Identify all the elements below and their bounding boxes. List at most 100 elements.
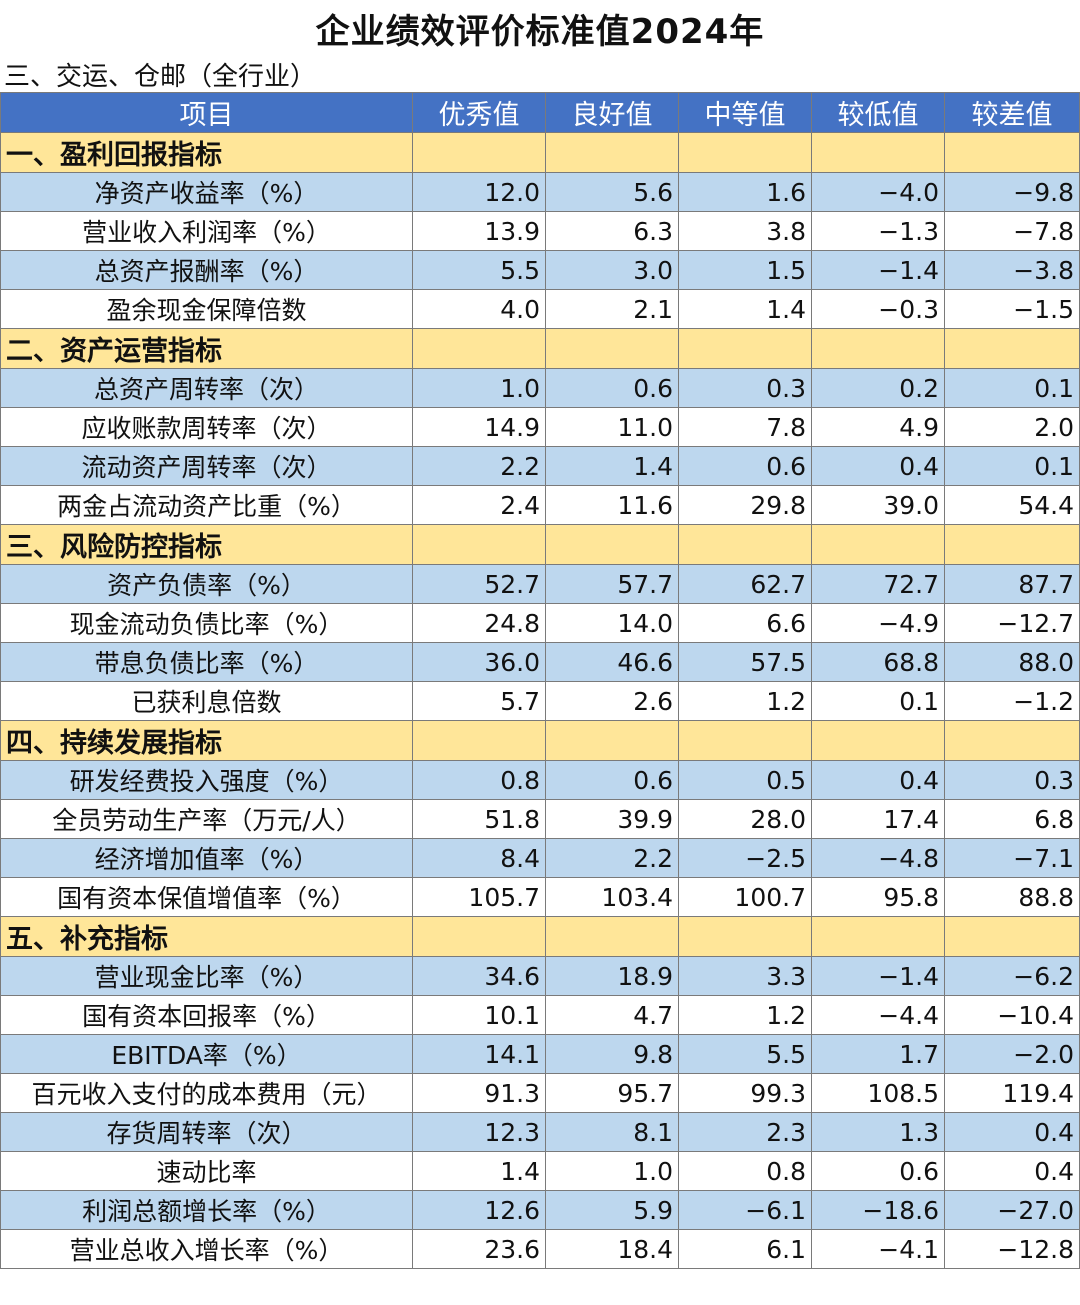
indicator-name: 两金占流动资产比重（%） <box>0 485 413 525</box>
section-empty-cell <box>678 916 812 957</box>
value-cell: −4.0 <box>811 172 945 212</box>
table-row: 百元收入支付的成本费用（元） 91.3 95.7 99.3 108.5 119.4 <box>0 1073 1080 1113</box>
value-cell: 95.8 <box>811 877 945 917</box>
section-empty-cell <box>944 916 1080 957</box>
indicator-name: 应收账款周转率（次） <box>0 407 413 447</box>
value-cell: 1.0 <box>545 1151 679 1191</box>
section-empty-cell <box>545 132 679 173</box>
value-cell: −1.3 <box>811 211 945 251</box>
indicator-name: 研发经费投入强度（%） <box>0 760 413 800</box>
value-cell: 62.7 <box>678 564 812 604</box>
value-cell: 95.7 <box>545 1073 679 1113</box>
table-row: 净资产收益率（%） 12.0 5.6 1.6 −4.0 −9.8 <box>0 172 1080 212</box>
section-empty-cell <box>545 328 679 369</box>
table-row: 营业收入利润率（%） 13.9 6.3 3.8 −1.3 −7.8 <box>0 211 1080 251</box>
section-empty-cell <box>412 524 546 565</box>
value-cell: 2.4 <box>412 485 546 525</box>
value-cell: 5.6 <box>545 172 679 212</box>
value-cell: 5.9 <box>545 1190 679 1230</box>
section-row: 五、补充指标 <box>0 916 1080 957</box>
value-cell: −27.0 <box>944 1190 1080 1230</box>
page-title: 企业绩效评价标准值2024年 <box>315 11 765 52</box>
indicator-name: 流动资产周转率（次） <box>0 446 413 486</box>
value-cell: 0.1 <box>944 368 1080 408</box>
value-cell: 28.0 <box>678 799 812 839</box>
indicator-name: 总资产报酬率（%） <box>0 250 413 290</box>
value-cell: 6.3 <box>545 211 679 251</box>
table-row: 研发经费投入强度（%） 0.8 0.6 0.5 0.4 0.3 <box>0 760 1080 800</box>
value-cell: 88.8 <box>944 877 1080 917</box>
value-cell: 0.6 <box>678 446 812 486</box>
value-cell: 57.5 <box>678 642 812 682</box>
table-row: 流动资产周转率（次） 2.2 1.4 0.6 0.4 0.1 <box>0 446 1080 486</box>
value-cell: −12.8 <box>944 1229 1080 1269</box>
indicator-name: 存货周转率（次） <box>0 1112 413 1152</box>
value-cell: 119.4 <box>944 1073 1080 1113</box>
value-cell: −4.9 <box>811 603 945 643</box>
value-cell: 0.4 <box>811 760 945 800</box>
value-cell: 14.0 <box>545 603 679 643</box>
value-cell: 4.9 <box>811 407 945 447</box>
value-cell: 1.5 <box>678 250 812 290</box>
value-cell: 1.7 <box>811 1034 945 1074</box>
value-cell: 11.6 <box>545 485 679 525</box>
table-row: 全员劳动生产率（万元/人） 51.8 39.9 28.0 17.4 6.8 <box>0 799 1080 839</box>
header-cell-low: 较低值 <box>811 92 945 133</box>
value-cell: 12.6 <box>412 1190 546 1230</box>
section-row: 四、持续发展指标 <box>0 720 1080 761</box>
table-row: 国有资本回报率（%） 10.1 4.7 1.2 −4.4 −10.4 <box>0 995 1080 1035</box>
value-cell: 0.1 <box>811 681 945 721</box>
value-cell: 0.4 <box>944 1112 1080 1152</box>
value-cell: 4.0 <box>412 289 546 329</box>
section-label: 一、盈利回报指标 <box>0 132 413 173</box>
value-cell: 2.6 <box>545 681 679 721</box>
value-cell: 46.6 <box>545 642 679 682</box>
value-cell: 0.4 <box>811 446 945 486</box>
value-cell: 13.9 <box>412 211 546 251</box>
table-row: 营业现金比率（%） 34.6 18.9 3.3 −1.4 −6.2 <box>0 956 1080 996</box>
value-cell: −6.2 <box>944 956 1080 996</box>
value-cell: 100.7 <box>678 877 812 917</box>
value-cell: 23.6 <box>412 1229 546 1269</box>
section-empty-cell <box>545 524 679 565</box>
value-cell: 1.4 <box>545 446 679 486</box>
value-cell: 0.6 <box>545 368 679 408</box>
value-cell: 18.4 <box>545 1229 679 1269</box>
value-cell: 2.2 <box>412 446 546 486</box>
value-cell: 36.0 <box>412 642 546 682</box>
indicator-name: 经济增加值率（%） <box>0 838 413 878</box>
value-cell: 1.4 <box>678 289 812 329</box>
section-empty-cell <box>412 720 546 761</box>
value-cell: 2.3 <box>678 1112 812 1152</box>
indicator-name: 净资产收益率（%） <box>0 172 413 212</box>
table-row: 应收账款周转率（次） 14.9 11.0 7.8 4.9 2.0 <box>0 407 1080 447</box>
table-row: 总资产周转率（次） 1.0 0.6 0.3 0.2 0.1 <box>0 368 1080 408</box>
table-row: 营业总收入增长率（%） 23.6 18.4 6.1 −4.1 −12.8 <box>0 1229 1080 1269</box>
header-cell-item: 项目 <box>0 92 413 133</box>
section-label: 二、资产运营指标 <box>0 328 413 369</box>
table-row: 已获利息倍数 5.7 2.6 1.2 0.1 −1.2 <box>0 681 1080 721</box>
value-cell: 17.4 <box>811 799 945 839</box>
value-cell: −1.5 <box>944 289 1080 329</box>
value-cell: 108.5 <box>811 1073 945 1113</box>
section-empty-cell <box>811 916 945 957</box>
section-empty-cell <box>811 132 945 173</box>
section-empty-cell <box>944 328 1080 369</box>
section-row: 一、盈利回报指标 <box>0 132 1080 173</box>
value-cell: 52.7 <box>412 564 546 604</box>
value-cell: 24.8 <box>412 603 546 643</box>
value-cell: −0.3 <box>811 289 945 329</box>
table-row: EBITDA率（%） 14.1 9.8 5.5 1.7 −2.0 <box>0 1034 1080 1074</box>
value-cell: 10.1 <box>412 995 546 1035</box>
section-empty-cell <box>412 328 546 369</box>
value-cell: 3.0 <box>545 250 679 290</box>
value-cell: 99.3 <box>678 1073 812 1113</box>
table-row: 速动比率 1.4 1.0 0.8 0.6 0.4 <box>0 1151 1080 1191</box>
value-cell: 0.3 <box>944 760 1080 800</box>
value-cell: 3.8 <box>678 211 812 251</box>
value-cell: 51.8 <box>412 799 546 839</box>
value-cell: 1.0 <box>412 368 546 408</box>
table-row: 国有资本保值增值率（%） 105.7 103.4 100.7 95.8 88.8 <box>0 877 1080 917</box>
value-cell: −7.1 <box>944 838 1080 878</box>
value-cell: 2.0 <box>944 407 1080 447</box>
